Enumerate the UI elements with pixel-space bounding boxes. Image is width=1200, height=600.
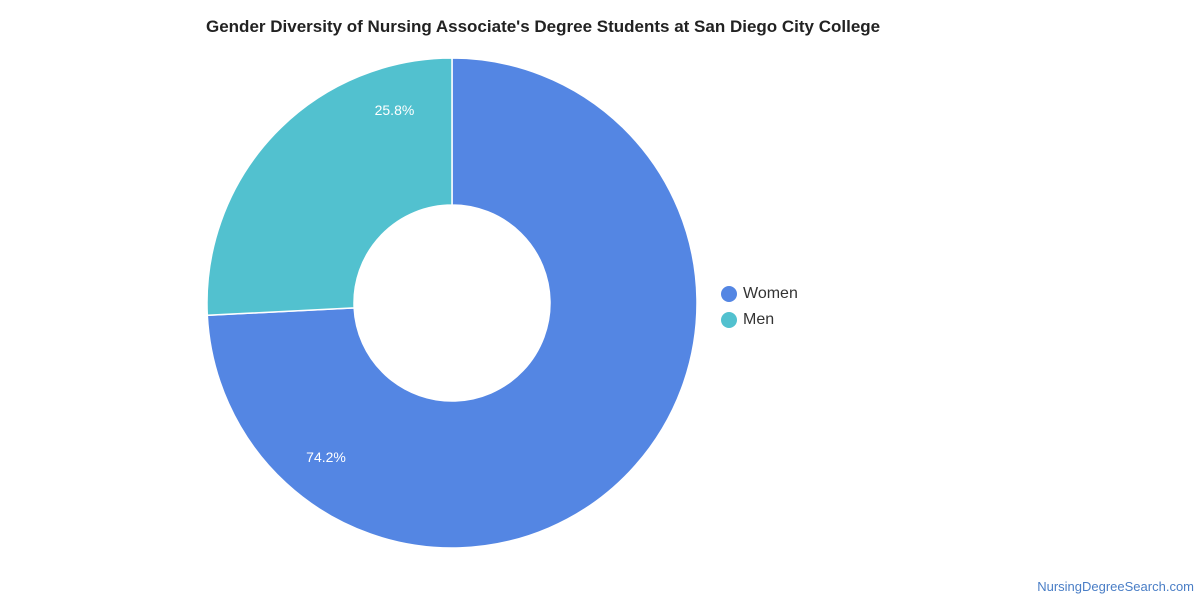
slice-label-women: 74.2% xyxy=(306,449,346,465)
slices-layer xyxy=(206,57,698,549)
legend-item-women[interactable]: Women xyxy=(721,281,798,307)
chart-title: Gender Diversity of Nursing Associate's … xyxy=(206,17,881,36)
slice-labels-layer: 74.2% 25.8% xyxy=(306,102,414,465)
legend-item-men[interactable]: Men xyxy=(721,307,798,333)
slice-women[interactable] xyxy=(206,57,698,549)
legend-swatch-women xyxy=(721,286,737,302)
legend-swatch-men xyxy=(721,312,737,328)
legend-label-women: Women xyxy=(743,285,798,302)
chart-legend: Women Men xyxy=(721,281,798,333)
legend-label-men: Men xyxy=(743,311,775,328)
source-credit-link[interactable]: NursingDegreeSearch.com xyxy=(1037,579,1194,594)
slice-men[interactable] xyxy=(206,57,453,317)
slice-label-men: 25.8% xyxy=(375,102,415,118)
